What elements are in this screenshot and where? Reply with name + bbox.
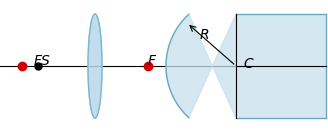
Bar bbox=[236, 14, 326, 118]
Text: $FS$: $FS$ bbox=[33, 54, 51, 68]
Text: $F$: $F$ bbox=[147, 54, 157, 68]
Polygon shape bbox=[88, 14, 102, 118]
Polygon shape bbox=[166, 14, 236, 118]
Text: $R$: $R$ bbox=[199, 28, 209, 42]
Text: $C$: $C$ bbox=[243, 57, 255, 71]
